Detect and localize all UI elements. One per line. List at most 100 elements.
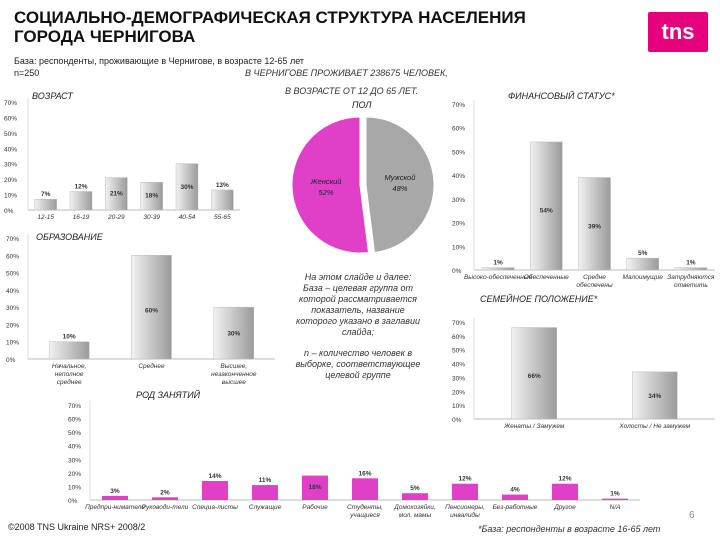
y-tick-label: 50% bbox=[4, 131, 17, 138]
data-label: 3% bbox=[110, 488, 120, 495]
chart-title: ФИНАНСОВЫЙ СТАТУС* bbox=[508, 90, 615, 101]
data-label: 10% bbox=[63, 334, 76, 341]
age-chart: ВОЗРАСТ 0% 10% 20% 30% 40% 50% 60% 70% 7% 12-15 12%… bbox=[4, 91, 240, 221]
chart-title: ОБРАЗОВАНИЕ bbox=[36, 232, 104, 242]
data-label: 16% bbox=[358, 470, 371, 477]
education-chart: ОБРАЗОВАНИЕ 0% 10% 20% 30% 40% 50% 60% 70% 10% Нач… bbox=[6, 232, 275, 386]
y-tick-label: 30% bbox=[4, 162, 17, 169]
y-tick-label: 40% bbox=[68, 444, 81, 451]
y-tick-label: 0% bbox=[452, 268, 462, 275]
category-label: Рабочие bbox=[302, 503, 328, 511]
note-line: которого указано в заглавии bbox=[295, 316, 421, 326]
y-tick-label: 20% bbox=[6, 322, 19, 329]
finance-chart: ФИНАНСОВЫЙ СТАТУС* 0% 10% 20% 30% 40% 50% 60% 70… bbox=[452, 90, 715, 289]
bar bbox=[402, 493, 428, 500]
category-label: Предпри-ниматели bbox=[85, 503, 145, 511]
bar bbox=[602, 498, 628, 500]
data-label: 66% bbox=[528, 373, 541, 380]
y-tick-label: 10% bbox=[6, 340, 19, 347]
category-label: высшее bbox=[222, 379, 246, 386]
data-label: 2% bbox=[160, 489, 170, 496]
category-label: Затрудняются bbox=[667, 273, 715, 281]
category-label: учащиеся bbox=[349, 512, 380, 519]
y-tick-label: 20% bbox=[68, 471, 81, 478]
note-line: n – количество человек в bbox=[303, 348, 413, 358]
category-label: 30-39 bbox=[143, 214, 160, 221]
category-label: Домохозяйки, bbox=[393, 503, 436, 511]
category-label: мол. мамы bbox=[399, 512, 432, 519]
data-label: 1% bbox=[493, 260, 503, 267]
data-label: 39% bbox=[588, 223, 601, 230]
slice-name: Женский bbox=[310, 177, 343, 186]
y-tick-label: 70% bbox=[6, 236, 19, 243]
data-label: 30% bbox=[180, 184, 193, 191]
y-tick-label: 20% bbox=[452, 221, 465, 228]
population-line2: В ВОЗРАСТЕ ОТ 12 ДО 65 ЛЕТ. bbox=[285, 86, 419, 96]
category-label: Средне bbox=[583, 273, 606, 281]
occupation-chart: РОД ЗАНЯТИЙ 0% 10% 20% 30% 40% 50% 60% 70% 3% Пред… bbox=[68, 389, 640, 519]
category-label: обеспечены bbox=[576, 281, 612, 289]
data-label: 14% bbox=[208, 473, 221, 480]
chart-title: ПОЛ bbox=[352, 100, 372, 110]
note-line: База – целевая группа от bbox=[302, 283, 414, 293]
category-label: 55-65 bbox=[214, 214, 231, 221]
note-line: выборке, соответствующее bbox=[295, 359, 421, 369]
bar bbox=[69, 191, 93, 211]
bar bbox=[252, 485, 278, 500]
category-label: Пенсионеры, bbox=[445, 504, 485, 511]
bar bbox=[674, 267, 708, 271]
category-label: 12-15 bbox=[37, 214, 54, 221]
category-label: 40-54 bbox=[179, 214, 196, 221]
data-label: 1% bbox=[610, 491, 620, 498]
bar bbox=[175, 163, 199, 211]
note-line: которой рассматривается bbox=[299, 294, 417, 304]
slice-label: 48% bbox=[392, 184, 407, 193]
y-tick-label: 50% bbox=[452, 348, 465, 355]
category-label: неполное bbox=[55, 371, 84, 378]
pie-slice bbox=[291, 116, 370, 254]
y-tick-label: 50% bbox=[68, 430, 81, 437]
bar bbox=[48, 341, 90, 360]
data-label: 13% bbox=[216, 182, 229, 189]
slice-label: 52% bbox=[319, 188, 334, 197]
y-tick-label: 0% bbox=[6, 357, 16, 364]
y-tick-label: 10% bbox=[452, 244, 465, 251]
sex-pie-chart: ПОЛ Женский 52% Мужской 48% bbox=[291, 100, 435, 254]
data-label: 12% bbox=[458, 476, 471, 483]
note-line: целевой группе bbox=[325, 370, 391, 380]
category-label: Студенты, bbox=[347, 503, 383, 511]
y-tick-label: 0% bbox=[4, 208, 14, 215]
bar bbox=[511, 327, 557, 420]
note-line: слайда; bbox=[341, 327, 375, 337]
methodology-note: На этом слайде и далее: База – целевая г… bbox=[283, 272, 433, 381]
y-tick-label: 70% bbox=[4, 100, 17, 107]
y-tick-label: 60% bbox=[6, 253, 19, 260]
tns-logo: tns bbox=[648, 12, 708, 52]
y-tick-label: 50% bbox=[452, 149, 465, 156]
y-tick-label: 10% bbox=[68, 484, 81, 491]
data-label: 5% bbox=[638, 250, 648, 257]
data-label: 11% bbox=[259, 477, 272, 484]
category-label: инвалиды bbox=[450, 511, 480, 519]
note-line: На этом слайде и далее: bbox=[304, 272, 412, 282]
bar bbox=[626, 257, 659, 271]
category-label: Служащие bbox=[249, 504, 282, 511]
data-label: 21% bbox=[110, 190, 123, 197]
y-tick-label: 0% bbox=[452, 417, 462, 424]
y-tick-label: 40% bbox=[452, 362, 465, 369]
data-label: 54% bbox=[540, 207, 553, 214]
category-label: незаконченное bbox=[211, 371, 257, 378]
category-label: Начальное, bbox=[52, 363, 87, 370]
data-label: 1% bbox=[686, 260, 696, 267]
category-label: Среднее bbox=[138, 362, 165, 370]
bar bbox=[131, 255, 172, 360]
population-line1: В ЧЕРНИГОВЕ ПРОЖИВАЕТ 238675 ЧЕЛОВЕК, bbox=[245, 68, 448, 78]
y-tick-label: 10% bbox=[4, 193, 17, 200]
y-tick-label: 30% bbox=[6, 305, 19, 312]
category-label: N/A bbox=[610, 504, 621, 511]
data-label: 60% bbox=[145, 307, 158, 314]
data-label: 4% bbox=[510, 487, 520, 494]
category-label: 20-29 bbox=[107, 214, 125, 221]
chart-title: ВОЗРАСТ bbox=[32, 91, 74, 101]
